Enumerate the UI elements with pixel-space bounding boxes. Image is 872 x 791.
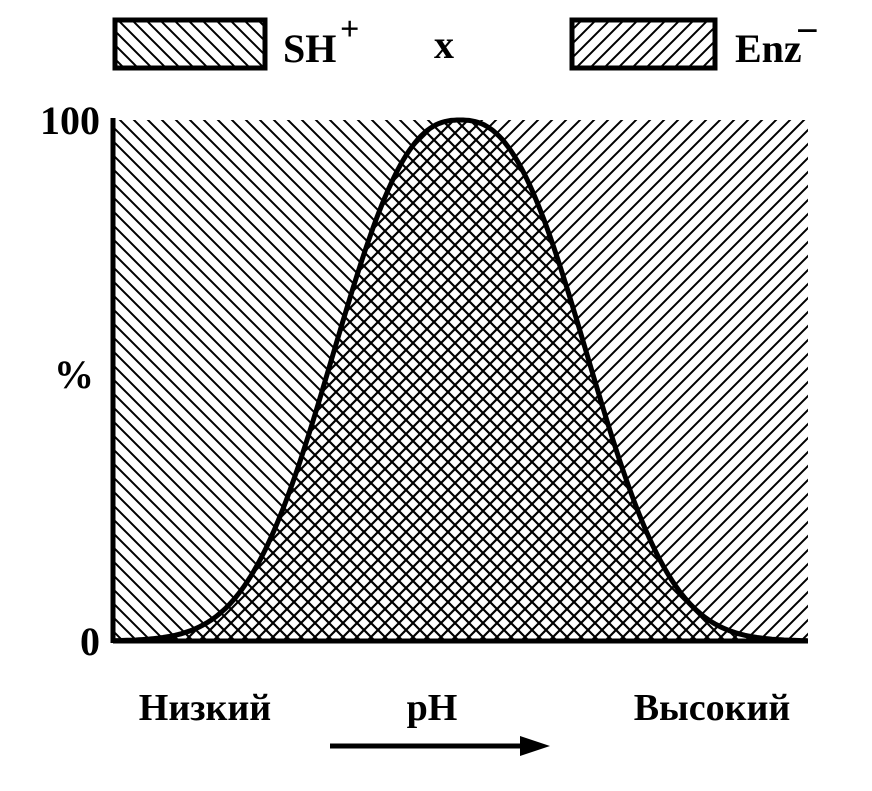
legend-label-left: SH [283, 26, 336, 71]
legend-label-right: Enz [735, 26, 802, 71]
y-axis-label: % [54, 352, 94, 397]
legend-swatch-left [112, 17, 268, 71]
x-high-label: Высокий [634, 687, 791, 729]
legend-charge-left: + [340, 11, 359, 48]
legend-joiner: x [434, 22, 454, 67]
x-axis-label: pH [407, 687, 458, 729]
product-curve [115, 117, 808, 644]
y-tick-label: 0 [80, 619, 100, 664]
y-tick-label: 100 [40, 98, 100, 143]
legend-swatch-right [569, 17, 718, 71]
ph-arrowhead [520, 736, 550, 756]
x-low-label: Низкий [139, 687, 271, 729]
legend-charge-right: − [796, 8, 819, 53]
